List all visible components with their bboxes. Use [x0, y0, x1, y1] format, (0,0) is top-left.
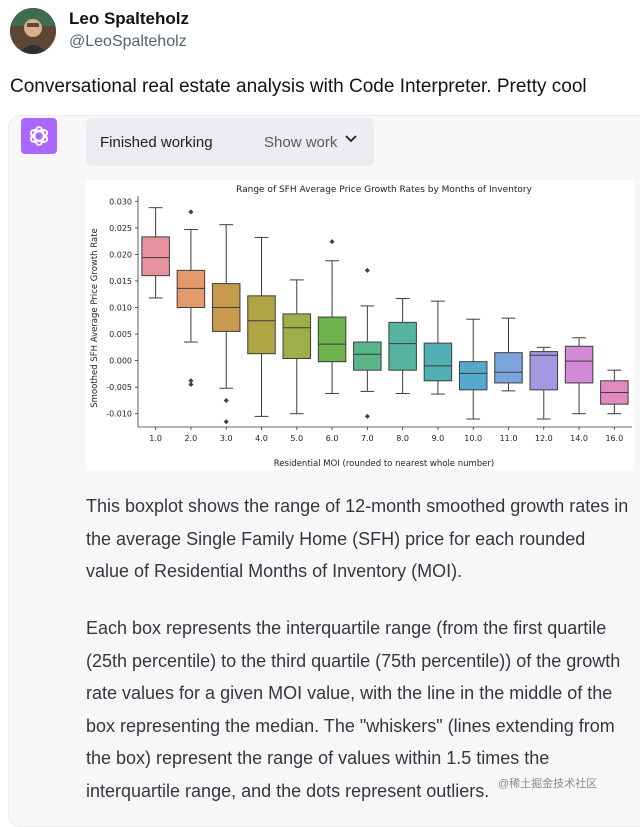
box-6.0 [317, 239, 347, 395]
box-4.0 [247, 236, 276, 417]
chart-title: Range of SFH Average Price Growth Rates … [236, 185, 533, 195]
outlier-point [223, 397, 229, 403]
box-11.0 [494, 317, 523, 392]
watermark: @稀土掘金技术社区 [498, 778, 598, 790]
box-3.0 [211, 224, 241, 425]
x-axis-label: Residential MOI (rounded to nearest whol… [274, 459, 494, 469]
box-2.0 [176, 209, 206, 388]
y-tick-label: 0.005 [109, 330, 132, 339]
y-tick-label: 0.010 [109, 304, 132, 313]
x-tick-label: 2.0 [185, 434, 198, 443]
y-axis-label: Smoothed SFH Average Price Growth Rate [90, 228, 100, 408]
box-10.0 [458, 318, 488, 420]
iqr-box [282, 313, 312, 359]
explanation-paragraph-2: Each box represents the interquartile ra… [86, 618, 621, 801]
x-tick-label: 4.0 [255, 434, 268, 443]
x-tick-label: 11.0 [500, 434, 518, 443]
outlier-point [223, 419, 229, 425]
box-8.0 [388, 297, 417, 395]
boxplot-chart: Range of SFH Average Price Growth Rates … [86, 180, 634, 470]
outlier-point [188, 378, 194, 384]
explanation-paragraph-1: This boxplot shows the range of 12-month… [86, 496, 629, 581]
x-tick-label: 10.0 [464, 434, 482, 443]
iqr-box [423, 342, 453, 382]
iqr-box [458, 361, 488, 391]
status-label: Finished working [100, 134, 213, 151]
box-5.0 [282, 279, 312, 415]
box-9.0 [423, 300, 453, 395]
x-tick-label: 3.0 [220, 434, 233, 443]
finished-working-panel: Finished working Show work [86, 118, 374, 166]
iqr-box [494, 352, 523, 384]
y-tick-label: 0.030 [109, 197, 132, 206]
outlier-point [364, 267, 370, 273]
y-tick-label: 0.000 [109, 357, 132, 366]
x-tick-label: 14.0 [570, 434, 588, 443]
y-tick-label: -0.010 [106, 410, 132, 419]
author-handle[interactable]: @LeoSpalteholz [69, 33, 187, 50]
outlier-point [329, 239, 335, 245]
box-14.0 [564, 337, 594, 415]
y-tick-label: 0.020 [109, 250, 132, 259]
iqr-box [388, 321, 417, 371]
x-tick-label: 12.0 [535, 434, 553, 443]
box-12.0 [529, 346, 559, 420]
box-16.0 [600, 369, 629, 415]
x-tick-label: 7.0 [361, 434, 374, 443]
y-tick-label: -0.005 [106, 383, 132, 392]
box-1.0 [141, 207, 170, 299]
outlier-point [188, 382, 194, 388]
iqr-box [141, 236, 170, 277]
x-tick-label: 9.0 [432, 434, 445, 443]
iqr-box [317, 316, 347, 363]
x-tick-label: 6.0 [326, 434, 339, 443]
outlier-point [364, 413, 370, 419]
x-tick-label: 8.0 [396, 434, 409, 443]
y-tick-label: 0.025 [109, 224, 132, 233]
iqr-box [247, 295, 276, 355]
tweet-text: Conversational real estate analysis with… [10, 76, 587, 97]
x-tick-label: 5.0 [290, 434, 303, 443]
outlier-point [188, 209, 194, 215]
x-tick-label: 16.0 [605, 434, 623, 443]
iqr-box [353, 341, 382, 371]
iqr-box [176, 269, 206, 309]
show-work-button[interactable]: Show work [264, 134, 338, 151]
chevron-down-icon[interactable] [344, 132, 358, 146]
chatgpt-logo-icon [21, 118, 57, 154]
box-7.0 [353, 267, 382, 419]
avatar[interactable] [10, 8, 56, 54]
author-name[interactable]: Leo Spalteholz [69, 9, 189, 28]
iqr-box [529, 351, 559, 391]
x-tick-label: 1.0 [149, 434, 162, 443]
iqr-box [564, 345, 594, 384]
y-tick-label: 0.015 [109, 277, 132, 286]
